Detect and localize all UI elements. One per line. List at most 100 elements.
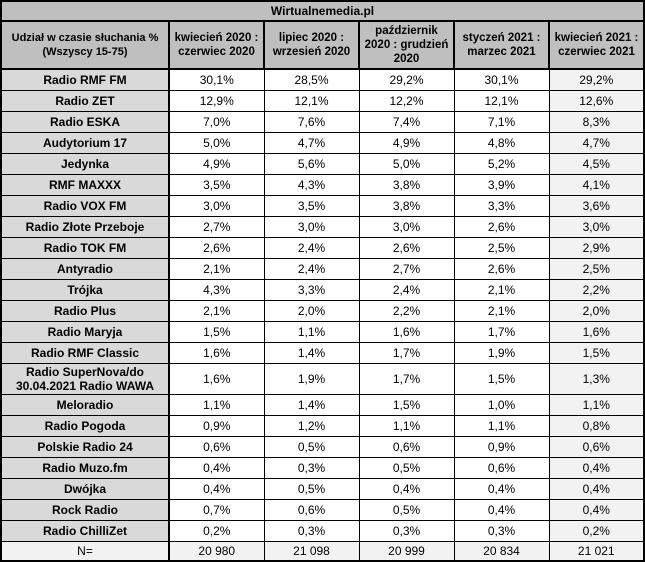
value-cell: 2,7% — [358, 258, 455, 280]
value-cell: 7,1% — [453, 111, 550, 133]
value-cell: 3,8% — [358, 174, 455, 196]
station-name: Audytorium 17 — [0, 132, 170, 154]
value-cell: 2,0% — [263, 300, 360, 322]
value-cell: 0,4% — [168, 478, 265, 500]
station-name: Radio Maryja — [0, 321, 170, 343]
table-row: Polskie Radio 24 0,6% 0,5% 0,6% 0,9% 0,6% — [0, 436, 645, 458]
value-cell: 2,1% — [168, 258, 265, 280]
value-cell: 3,3% — [453, 195, 550, 217]
table-row: Radio TOK FM 2,6% 2,4% 2,6% 2,5% 2,9% — [0, 237, 645, 259]
value-cell: 12,2% — [358, 90, 455, 112]
value-cell: 0,9% — [453, 436, 550, 458]
value-cell: 5,0% — [358, 153, 455, 175]
value-cell: 3,0% — [548, 216, 645, 238]
value-cell: 2,4% — [358, 279, 455, 301]
value-cell: 1,1% — [358, 415, 455, 437]
value-cell: 0,7% — [168, 499, 265, 521]
table-row: Dwójka 0,4% 0,5% 0,4% 0,4% 0,4% — [0, 478, 645, 500]
table-row: Radio ChilliZet 0,2% 0,3% 0,3% 0,3% 0,2% — [0, 520, 645, 542]
value-cell: 4,7% — [263, 132, 360, 154]
value-cell: 4,7% — [548, 132, 645, 154]
station-name: Radio ZET — [0, 90, 170, 112]
column-header-q3-2020: lipiec 2020 : wrzesień 2020 — [263, 20, 360, 70]
value-cell: 28,5% — [263, 68, 360, 91]
value-cell: 3,0% — [358, 216, 455, 238]
station-name: Radio RMF FM — [0, 68, 170, 91]
value-cell: 2,1% — [453, 279, 550, 301]
value-cell: 0,4% — [453, 478, 550, 500]
table-row: Radio Pogoda 0,9% 1,2% 1,1% 1,1% 0,8% — [0, 415, 645, 437]
value-cell: 0,6% — [168, 436, 265, 458]
table-row: Radio RMF FM 30,1% 28,5% 29,2% 30,1% 29,2% — [0, 68, 645, 91]
station-name: Polskie Radio 24 — [0, 436, 170, 458]
station-name: Radio Muzo.fm — [0, 457, 170, 479]
station-name: Radio TOK FM — [0, 237, 170, 259]
value-cell: 1,7% — [453, 321, 550, 343]
value-cell: 3,8% — [358, 195, 455, 217]
value-cell: 2,1% — [168, 300, 265, 322]
value-cell: 29,2% — [358, 68, 455, 91]
value-cell: 7,4% — [358, 111, 455, 133]
value-cell: 2,2% — [548, 279, 645, 301]
column-header-q2-2021: kwiecień 2021 : czerwiec 2021 — [547, 20, 645, 70]
value-cell: 0,5% — [263, 478, 360, 500]
value-cell: 1,1% — [168, 394, 265, 416]
station-name: RMF MAXXX — [0, 174, 170, 196]
value-cell: 5,2% — [453, 153, 550, 175]
value-cell: 1,7% — [358, 363, 455, 395]
value-cell: 1,7% — [358, 342, 455, 364]
value-cell: 0,8% — [548, 415, 645, 437]
table-body: Radio RMF FM 30,1% 28,5% 29,2% 30,1% 29,2% Rad… — [0, 68, 645, 542]
value-cell: 4,5% — [548, 153, 645, 175]
table-row: Radio Złote Przeboje 2,7% 3,0% 3,0% 2,6% 3,0% — [0, 216, 645, 238]
table-title-row: Wirtualnemedia.pl — [0, 0, 645, 22]
value-cell: 1,6% — [548, 321, 645, 343]
value-cell: 2,0% — [548, 300, 645, 322]
station-name: Radio VOX FM — [0, 195, 170, 217]
footer-value: 20 834 — [453, 541, 550, 562]
value-cell: 0,3% — [453, 520, 550, 542]
value-cell: 0,6% — [548, 436, 645, 458]
value-cell: 2,6% — [453, 258, 550, 280]
table-row: Radio ESKA 7,0% 7,6% 7,4% 7,1% 8,3% — [0, 111, 645, 133]
value-cell: 0,2% — [548, 520, 645, 542]
column-header-q4-2020: październik 2020 : grudzień 2020 — [358, 20, 455, 70]
footer-value: 21 021 — [548, 541, 645, 562]
table-row: Antyradio 2,1% 2,4% 2,7% 2,6% 2,5% — [0, 258, 645, 280]
value-cell: 0,3% — [263, 520, 360, 542]
table-row: Rock Radio 0,7% 0,6% 0,5% 0,4% 0,4% — [0, 499, 645, 521]
value-cell: 3,0% — [168, 195, 265, 217]
value-cell: 1,1% — [453, 415, 550, 437]
station-name: Meloradio — [0, 394, 170, 416]
value-cell: 0,4% — [168, 457, 265, 479]
table-row: Radio Plus 2,1% 2,0% 2,2% 2,1% 2,0% — [0, 300, 645, 322]
station-name: Radio Plus — [0, 300, 170, 322]
value-cell: 4,8% — [453, 132, 550, 154]
table-header-row: Udział w czasie słuchania % (Wszyscy 15-… — [0, 20, 645, 70]
value-cell: 1,5% — [548, 342, 645, 364]
station-name: Antyradio — [0, 258, 170, 280]
table-row: Radio Maryja 1,5% 1,1% 1,6% 1,7% 1,6% — [0, 321, 645, 343]
station-name: Radio Złote Przeboje — [0, 216, 170, 238]
station-name: Rock Radio — [0, 499, 170, 521]
value-cell: 3,6% — [548, 195, 645, 217]
sample-size-row: N= 20 980 21 098 20 999 20 834 21 021 — [0, 541, 645, 562]
table-row: Radio SuperNova/do 30.04.2021 Radio WAWA… — [0, 363, 645, 395]
value-cell: 2,6% — [358, 237, 455, 259]
table-row: Jedynka 4,9% 5,6% 5,0% 5,2% 4,5% — [0, 153, 645, 175]
value-cell: 12,6% — [548, 90, 645, 112]
table-row: Radio ZET 12,9% 12,1% 12,2% 12,1% 12,6% — [0, 90, 645, 112]
value-cell: 4,9% — [168, 153, 265, 175]
table-row: Radio Muzo.fm 0,4% 0,3% 0,5% 0,6% 0,4% — [0, 457, 645, 479]
station-name: Radio RMF Classic — [0, 342, 170, 364]
table-row: Audytorium 17 5,0% 4,7% 4,9% 4,8% 4,7% — [0, 132, 645, 154]
value-cell: 0,5% — [358, 499, 455, 521]
value-cell: 0,4% — [548, 478, 645, 500]
table-row: Trójka 4,3% 3,3% 2,4% 2,1% 2,2% — [0, 279, 645, 301]
value-cell: 5,6% — [263, 153, 360, 175]
footer-value: 20 980 — [168, 541, 265, 562]
value-cell: 0,6% — [358, 436, 455, 458]
table-row: Radio VOX FM 3,0% 3,5% 3,8% 3,3% 3,6% — [0, 195, 645, 217]
value-cell: 2,6% — [168, 237, 265, 259]
value-cell: 1,4% — [263, 394, 360, 416]
